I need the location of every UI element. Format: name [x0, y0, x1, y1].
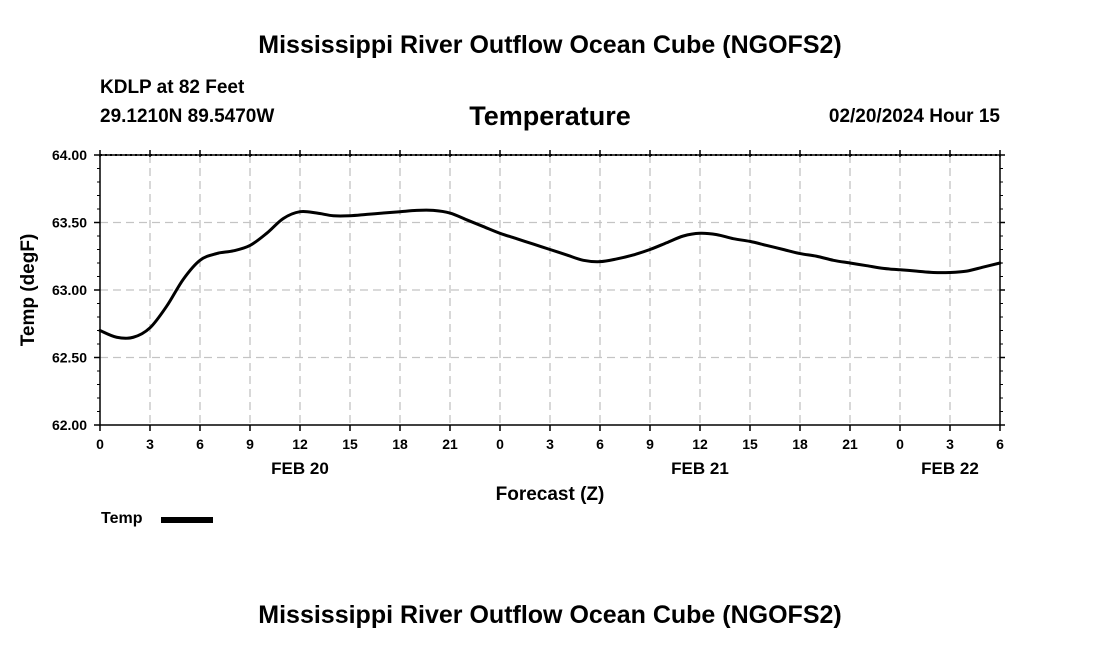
- x-tick-label-10: 6: [596, 436, 604, 452]
- y-tick-label-3: 63.50: [52, 215, 87, 231]
- x-tick-label-13: 15: [742, 436, 758, 452]
- date-label-0: FEB 20: [271, 459, 329, 478]
- x-tick-label-16: 0: [896, 436, 904, 452]
- x-tick-label-9: 3: [546, 436, 554, 452]
- grid-lines: [100, 155, 1000, 425]
- station-label: KDLP at 82 Feet: [100, 77, 245, 98]
- x-tick-label-11: 9: [646, 436, 654, 452]
- x-tick-label-3: 9: [246, 436, 254, 452]
- x-axis-label: Forecast (Z): [496, 484, 605, 505]
- legend-entry-temp: Temp: [101, 510, 143, 527]
- footer-title: Mississippi River Outflow Ocean Cube (NG…: [258, 601, 842, 629]
- station-coordinates: 29.1210N 89.5470W: [100, 106, 275, 127]
- x-tick-label-18: 6: [996, 436, 1004, 452]
- x-tick-label-4: 12: [292, 436, 308, 452]
- y-tick-label-1: 62.50: [52, 350, 87, 366]
- date-labels: FEB 20 FEB 21 FEB 22: [271, 459, 979, 478]
- x-tick-label-2: 6: [196, 436, 204, 452]
- chart-title: Mississippi River Outflow Ocean Cube (NG…: [258, 31, 842, 59]
- y-axis-label: Temp (degF): [18, 234, 39, 347]
- y-axis-ticks: 62.00 62.50 63.00 63.50 64.00: [52, 147, 1005, 433]
- x-axis-ticks: 0 3 6 9 12 15 18 21 0 3 6 9 12 15 18 21 0 3 6: [96, 150, 1004, 452]
- series-layer: [98, 208, 1002, 340]
- legend-swatch-temp: [161, 517, 213, 523]
- y-tick-label-0: 62.00: [52, 417, 87, 433]
- x-tick-label-8: 0: [496, 436, 504, 452]
- x-tick-label-1: 3: [146, 436, 154, 452]
- x-tick-label-7: 21: [442, 436, 458, 452]
- x-tick-label-15: 21: [842, 436, 858, 452]
- variable-title: Temperature: [469, 101, 631, 131]
- x-tick-label-6: 18: [392, 436, 408, 452]
- x-tick-label-14: 18: [792, 436, 808, 452]
- y-tick-label-2: 63.00: [52, 282, 87, 298]
- x-tick-label-5: 15: [342, 436, 358, 452]
- x-tick-label-0: 0: [96, 436, 104, 452]
- x-tick-label-17: 3: [946, 436, 954, 452]
- x-tick-label-12: 12: [692, 436, 708, 452]
- date-label-1: FEB 21: [671, 459, 729, 478]
- series-line-temp: [98, 208, 1002, 340]
- date-label-2: FEB 22: [921, 459, 979, 478]
- forecast-datetime: 02/20/2024 Hour 15: [828, 106, 1000, 127]
- y-tick-label-4: 64.00: [52, 147, 87, 163]
